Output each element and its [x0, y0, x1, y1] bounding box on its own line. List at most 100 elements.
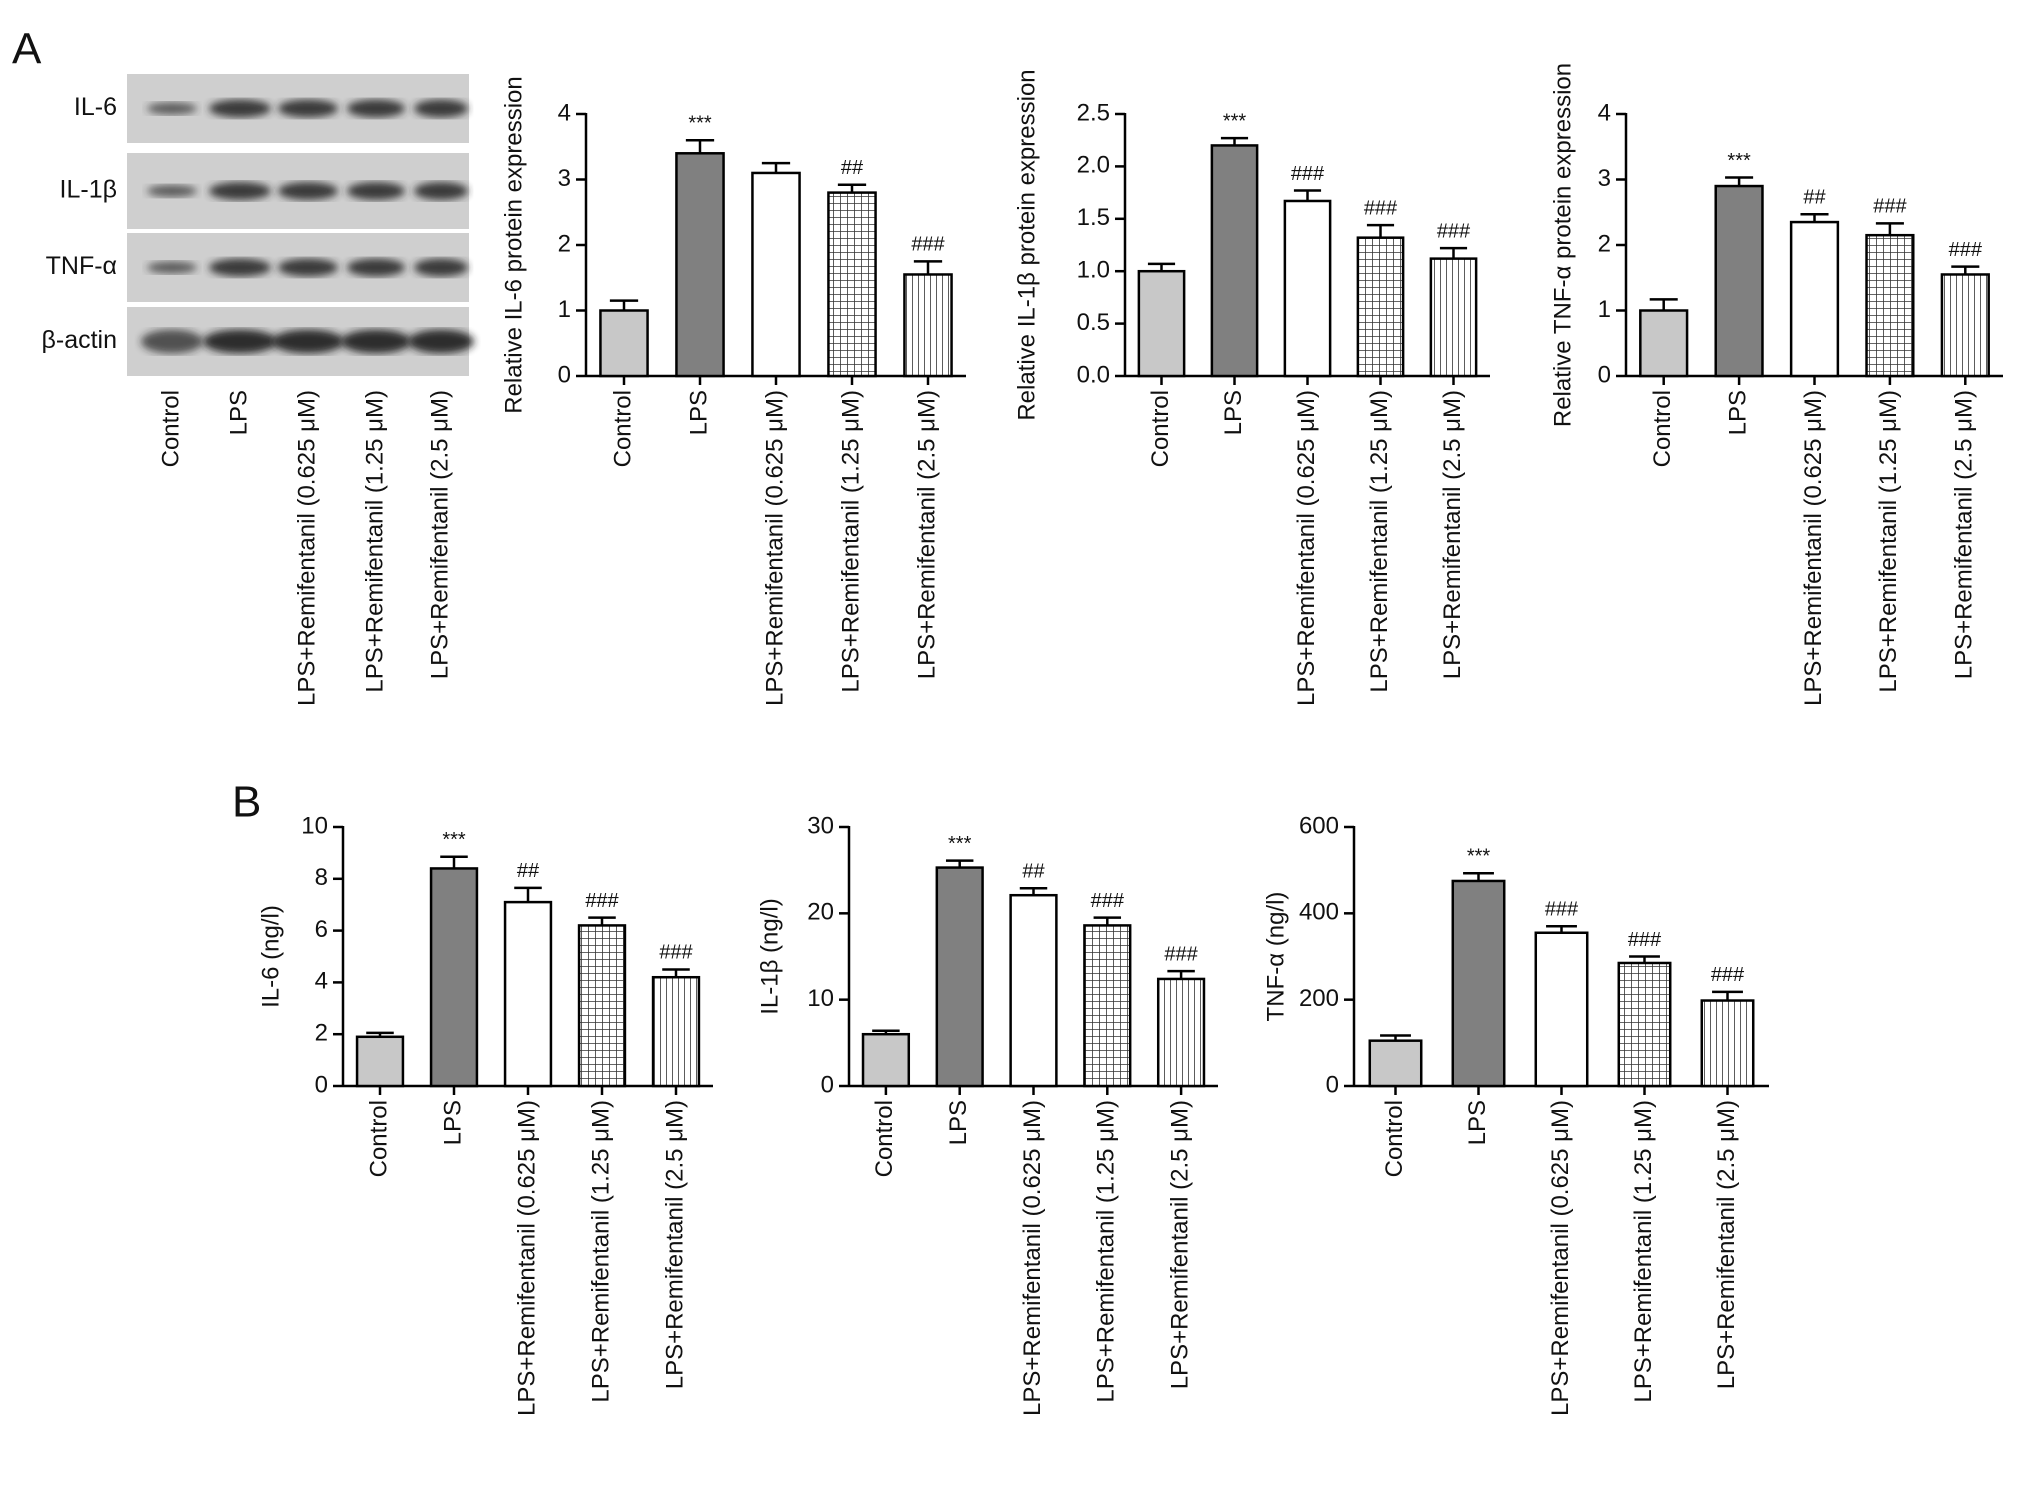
- blot-band: [408, 329, 474, 354]
- annotation: ##: [1803, 186, 1826, 208]
- error-bar: [1366, 223, 1395, 238]
- blot-band: [278, 258, 338, 277]
- annotation: ###: [1164, 943, 1198, 965]
- x-tick-label: LPS+Remifentanil (0.625 μM): [1547, 1100, 1574, 1416]
- error-bar: [761, 161, 791, 173]
- y-axis-title: Relative IL-1β protein expression: [1013, 69, 1040, 420]
- bar: [429, 867, 479, 1088]
- annotation: ###: [1437, 220, 1471, 242]
- panel-label: B: [232, 778, 261, 827]
- blot-lane-label: Control: [157, 390, 184, 467]
- bar: [1283, 199, 1332, 378]
- y-tick-label: 2.0: [1077, 152, 1110, 179]
- bar: [903, 273, 953, 378]
- annotation: ##: [841, 157, 864, 179]
- bar: [1429, 257, 1478, 378]
- bar: [1083, 924, 1132, 1088]
- error-bar: [1800, 212, 1829, 223]
- blot-band: [278, 182, 338, 200]
- error-bar: [440, 855, 468, 869]
- annotation: ***: [1727, 150, 1751, 172]
- y-tick-label: 10: [301, 812, 328, 839]
- bar: [1156, 977, 1206, 1088]
- y-tick-label: 1: [558, 296, 571, 323]
- bar: [861, 1032, 911, 1088]
- annotation: ###: [1545, 899, 1579, 921]
- x-tick-label: LPS: [685, 390, 712, 435]
- x-tick-label: LPS+Remifentanil (2.5 μM): [1951, 390, 1978, 679]
- x-tick-label: Control: [365, 1100, 392, 1177]
- x-tick-label: LPS: [1464, 1100, 1491, 1145]
- y-tick-label: 10: [807, 985, 834, 1012]
- bar: [1356, 236, 1405, 378]
- annotation: ###: [585, 890, 619, 912]
- y-tick-label: 20: [807, 899, 834, 926]
- annotation: ***: [1223, 110, 1247, 132]
- chart: 0 200 400 600 TNF-α (ng/l) Control *** LPS ### LP…: [1262, 812, 1769, 1416]
- error-bar: [366, 1031, 394, 1037]
- x-tick-label: LPS+Remifentanil (2.5 μM): [1713, 1100, 1740, 1389]
- x-tick-label: LPS+Remifentanil (0.625 μM): [1019, 1100, 1046, 1416]
- y-axis-title: IL-1β (ng/l): [756, 898, 783, 1015]
- error-bar: [662, 968, 690, 978]
- bar: [827, 191, 877, 378]
- error-bar: [1463, 871, 1494, 881]
- bar: [1534, 931, 1589, 1088]
- bar: [577, 924, 627, 1088]
- y-tick-label: 0: [1598, 361, 1611, 388]
- y-tick-label: 3: [1598, 165, 1611, 192]
- y-tick-label: 4: [558, 99, 571, 126]
- error-bar: [1629, 955, 1660, 963]
- x-tick-label: LPS+Remifentanil (0.625 μM): [1293, 390, 1320, 706]
- x-tick-label: LPS: [945, 1100, 972, 1145]
- y-tick-label: 6: [315, 916, 328, 943]
- error-bar: [1167, 969, 1195, 979]
- x-tick-label: LPS+Remifentanil (0.625 μM): [513, 1100, 540, 1416]
- chart: 0 1 2 3 4 Relative TNF-α protein expression Co…: [1549, 63, 2003, 706]
- blot-band: [414, 258, 468, 277]
- annotation: ***: [442, 829, 466, 851]
- bar: [1210, 144, 1259, 378]
- x-tick-label: Control: [871, 1100, 898, 1177]
- annotation: ###: [1364, 197, 1398, 219]
- error-bar: [685, 138, 715, 154]
- x-tick-label: Control: [1381, 1100, 1408, 1177]
- x-tick-label: LPS+Remifentanil (1.25 μM): [1366, 390, 1393, 693]
- error-bar: [1019, 887, 1048, 896]
- blot-band: [209, 258, 271, 277]
- x-tick-label: LPS+Remifentanil (0.625 μM): [1800, 390, 1827, 706]
- error-bar: [609, 299, 639, 311]
- bar: [935, 866, 984, 1088]
- error-bar: [1220, 136, 1249, 146]
- error-bar: [1725, 176, 1754, 187]
- annotation: ***: [688, 112, 712, 134]
- y-axis-title: IL-6 (ng/l): [257, 905, 284, 1008]
- western-blot: IL-6 IL-1β TNF-α β-actin Control LPS LPS+Remif…: [41, 74, 474, 706]
- annotation: ***: [1467, 845, 1491, 867]
- x-tick-label: LPS+Remifentanil (2.5 μM): [1439, 390, 1466, 679]
- x-tick-label: LPS+Remifentanil (2.5 μM): [661, 1100, 688, 1389]
- blot-row-label: β-actin: [41, 326, 117, 354]
- y-tick-label: 4: [1598, 99, 1611, 126]
- blot-band: [141, 329, 203, 354]
- annotation: ###: [1628, 929, 1662, 951]
- bar: [751, 171, 801, 378]
- blot-lane-label: LPS+Remifentanil (1.25 μM): [361, 390, 388, 693]
- x-tick-label: Control: [1649, 390, 1676, 467]
- error-bar: [514, 886, 542, 903]
- bar: [599, 309, 649, 378]
- chart: 0 10 20 30 IL-1β (ng/l) Control *** LPS ## LPS+Re…: [756, 812, 1218, 1416]
- y-tick-label: 0.0: [1077, 361, 1110, 388]
- blot-row-label: IL-6: [74, 93, 117, 121]
- blot-lane-label: LPS: [225, 390, 252, 435]
- annotation: ###: [1949, 239, 1983, 261]
- error-bar: [1875, 222, 1904, 236]
- y-axis-title: Relative IL-6 protein expression: [500, 76, 527, 414]
- blot-band: [147, 102, 197, 115]
- blot-lane-label: LPS+Remifentanil (0.625 μM): [293, 390, 320, 706]
- y-tick-label: 2.5: [1077, 99, 1110, 126]
- annotation: ###: [659, 942, 693, 964]
- y-tick-label: 0.5: [1077, 309, 1110, 336]
- x-tick-label: LPS+Remifentanil (2.5 μM): [1166, 1100, 1193, 1389]
